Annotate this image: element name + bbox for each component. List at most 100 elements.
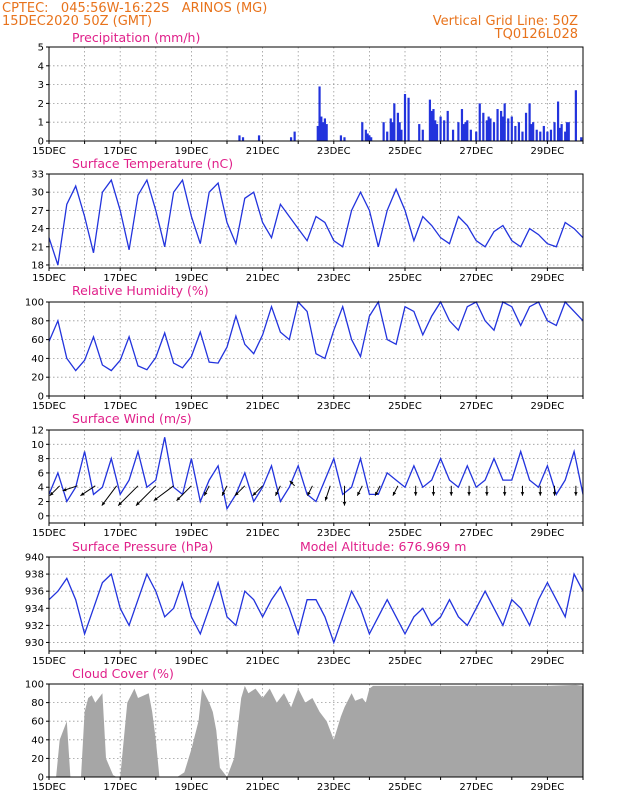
rh-panel: 0 20 40 60 80 100 15DEC 17DEC 19DEC 21DEC 23DEC 25D… [25, 298, 584, 412]
rh-ytick-label: 80 [31, 316, 44, 327]
cloud-cover-area [49, 684, 583, 777]
press-xtick-label: 23DEC [317, 656, 351, 667]
temp-ytick-label: 24 [31, 224, 44, 235]
precip-bar [316, 125, 319, 141]
precip-bar [435, 124, 439, 141]
cloud-ytick-label: 20 [31, 754, 44, 765]
precip-xtick-label: 15DEC [32, 146, 66, 157]
wind-ytick-label: 12 [31, 426, 44, 437]
wind-vector-head [101, 501, 106, 506]
precip-xtick-label: 27DEC [459, 146, 493, 157]
rh-xtick-label: 21DEC [246, 401, 280, 412]
precip-bar [574, 90, 577, 141]
temp-xtick-label: 25DEC [388, 273, 422, 284]
precip-bar [238, 135, 241, 141]
wind-vector-head [520, 492, 525, 496]
header-run-date: 15DEC2020 50Z (GMT) [2, 14, 152, 29]
precip-bar [443, 120, 446, 141]
precip-bar [464, 122, 467, 141]
rh-xtick-label: 25DEC [388, 401, 422, 412]
wind-panel: 0 2 4 6 8 10 12 15DEC 17DEC 19DEC 21DEC 23DEC 25DEC 2… [31, 426, 584, 539]
header-grid-line: Vertical Grid Line: 50Z [433, 14, 578, 29]
wind-xtick-label: 17DEC [103, 528, 137, 539]
pressure-title: Surface Pressure (hPa) [72, 539, 213, 554]
precip-bar [241, 137, 245, 141]
press-ytick-label: 938 [25, 570, 44, 581]
temp-title: Surface Temperature (nC) [72, 156, 233, 171]
precip-bar [462, 124, 465, 141]
temp-xtick-label: 29DEC [531, 273, 565, 284]
wind-ytick-label: 0 [38, 511, 44, 522]
wind-vector-head [252, 491, 257, 496]
cloud-ytick-label: 80 [31, 698, 44, 709]
precip-bar [489, 118, 492, 141]
rh-ytick-label: 0 [38, 392, 44, 403]
wind-frame [48, 429, 584, 524]
precip-bar [368, 135, 371, 141]
precip-bar [556, 101, 560, 141]
wind-vector-head [289, 480, 294, 485]
precip-panel: 0 1 2 3 4 5 15DEC 17DEC 19DEC 21DEC 23DEC 25DEC 27DE… [32, 43, 584, 157]
precip-bar [320, 116, 323, 141]
wind-title: Surface Wind (m/s) [72, 411, 192, 426]
precip-bar [393, 103, 396, 141]
precip-ytick-label: 1 [38, 118, 44, 129]
cloud-xtick-label: 25DEC [388, 782, 422, 793]
precip-bar [564, 131, 567, 141]
precip-xtick-label: 25DEC [388, 146, 422, 157]
wind-vector-head [375, 491, 379, 496]
precip-bar [400, 129, 403, 141]
precip-bar [501, 116, 504, 141]
precip-xtick-label: 17DEC [103, 146, 137, 157]
temp-ytick-label: 21 [31, 242, 44, 253]
temp-panel: 18 21 24 27 30 33 15DEC 17DEC 19DEC 21DEC 23DEC 25D… [31, 170, 584, 284]
precip-bar [257, 135, 261, 141]
wind-xtick-label: 15DEC [32, 528, 66, 539]
wind-vector-head [357, 491, 361, 496]
precip-bar [517, 122, 521, 141]
wind-line [48, 437, 584, 511]
wind-xtick-label: 25DEC [388, 528, 422, 539]
precip-bar [460, 109, 464, 141]
temp-xtick-label: 19DEC [175, 273, 209, 284]
precip-bar [322, 122, 325, 141]
precip-bar [530, 124, 533, 141]
wind-vector-head [413, 492, 418, 496]
press-xtick-label: 19DEC [175, 656, 209, 667]
precip-bar [492, 122, 496, 141]
precip-xtick-label: 19DEC [175, 146, 209, 157]
press-xtick-label: 29DEC [531, 656, 565, 667]
precip-bar [418, 124, 421, 141]
precip-bar [496, 109, 499, 141]
wind-vector [101, 485, 118, 506]
wind-vector-head [574, 492, 578, 496]
cloud-ytick-label: 0 [38, 773, 44, 784]
wind-vector-head [502, 492, 507, 496]
precip-bar [370, 137, 373, 141]
rh-ytick-label: 60 [31, 335, 44, 346]
precip-bar [366, 133, 369, 141]
precip-bar [542, 125, 545, 141]
cloud-xtick-label: 23DEC [317, 782, 351, 793]
precip-bar [532, 122, 535, 141]
wind-ytick-label: 6 [38, 468, 44, 479]
cloud-ytick-label: 40 [31, 735, 44, 746]
press-ytick-label: 932 [25, 621, 44, 632]
precip-bar [386, 131, 389, 141]
precip-bar [469, 129, 472, 141]
precip-bar [396, 112, 399, 141]
precip-bar [553, 122, 556, 141]
precip-bar [521, 131, 524, 141]
press-xtick-label: 25DEC [388, 656, 422, 667]
precip-bar [487, 116, 490, 141]
precip-bar [407, 97, 410, 141]
press-ytick-label: 934 [25, 604, 44, 615]
rh-ytick-label: 40 [31, 354, 44, 365]
precip-bar [478, 103, 481, 141]
precip-bar [558, 127, 561, 141]
wind-xtick-label: 29DEC [531, 528, 565, 539]
wind-vector-head [431, 492, 436, 496]
precip-bar [323, 118, 326, 141]
precip-bar [466, 120, 469, 141]
precip-bar [567, 122, 570, 141]
